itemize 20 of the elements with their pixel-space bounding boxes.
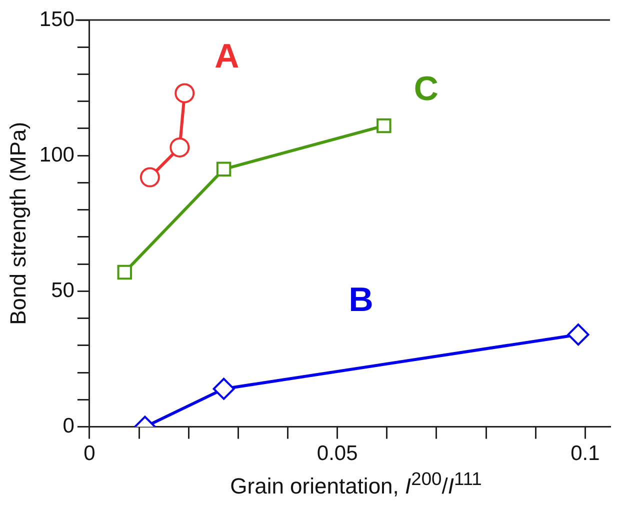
point xyxy=(117,264,132,280)
x-axis-title: Grain orientation, I$^{200}$/I$^{111}$ xyxy=(229,468,483,500)
y-tick-label: 100 xyxy=(39,143,74,166)
x-tick-label: 0.1 xyxy=(570,442,600,466)
y-axis-title: Bond strength (MPa) xyxy=(5,122,30,325)
point xyxy=(376,118,392,134)
x-tick-label: 0 xyxy=(84,442,96,466)
series-label: B xyxy=(348,281,374,320)
point xyxy=(567,324,590,346)
series-label: A xyxy=(214,38,240,76)
y-tick-label: 150 xyxy=(39,8,74,31)
point xyxy=(170,137,190,158)
y-tick-label: 50 xyxy=(51,278,74,302)
point xyxy=(216,162,232,177)
point xyxy=(140,167,160,188)
point xyxy=(174,83,195,104)
series-label: C xyxy=(414,70,438,108)
point xyxy=(212,378,235,400)
x-tick-label: 0.05 xyxy=(316,442,358,466)
y-tick-label: 0 xyxy=(62,414,74,438)
